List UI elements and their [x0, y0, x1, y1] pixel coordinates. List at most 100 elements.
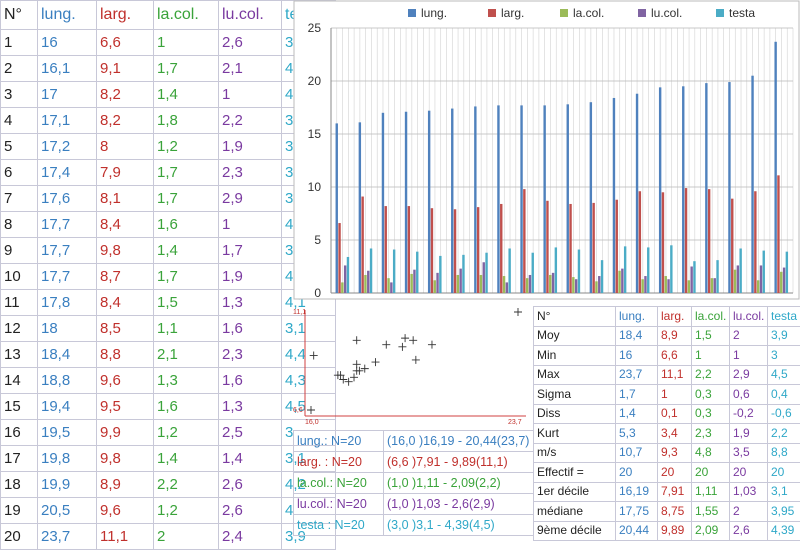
cell-larg: 8,9 — [97, 472, 154, 498]
cell-lacol: 1,4 — [154, 446, 219, 472]
stats-cell-lung: 5,3 — [616, 424, 658, 444]
stats-label: Kurt — [534, 424, 616, 444]
stats-header-num: N° — [534, 307, 616, 327]
bar-lucol — [690, 267, 692, 294]
bar-testa — [763, 251, 765, 293]
cell-lacol: 1,2 — [154, 134, 219, 160]
bar-larg — [361, 197, 363, 293]
bar-lacol — [688, 280, 690, 293]
stats-cell-lucol: 3,5 — [730, 443, 768, 463]
bar-lacol — [457, 275, 459, 293]
bar-lung — [682, 86, 684, 293]
stats-cell-lucol: 1,03 — [730, 482, 768, 502]
bar-larg — [592, 203, 594, 293]
bar-larg — [639, 191, 641, 293]
bar-lucol — [436, 273, 438, 293]
cell-lacol: 1,7 — [154, 56, 219, 82]
column-header-lung: lung. — [38, 1, 97, 30]
cell-lacol: 1,4 — [154, 238, 219, 264]
cell-lung: 23,7 — [38, 524, 97, 550]
cell-lung: 17,7 — [38, 238, 97, 264]
stats-cell-larg: 3,4 — [658, 424, 692, 444]
legend-swatch-testa — [716, 9, 724, 17]
range-label: testa : N=20 — [294, 515, 384, 536]
stats-cell-lucol: 2,9 — [730, 365, 768, 385]
bar-lacol — [595, 281, 597, 293]
bar-testa — [716, 260, 718, 293]
bar-larg — [777, 175, 779, 293]
table-row: 216,19,11,72,14,2 — [1, 56, 336, 82]
table-row: 917,79,81,41,73,8 — [1, 238, 336, 264]
cell-lucol: 2,1 — [219, 56, 282, 82]
cell-larg: 6,6 — [97, 30, 154, 56]
table-header-row: N°lung.larg.la.col.lu.col.testa — [1, 1, 336, 30]
range-value: (16,0 )16,19 - 20,44(23,7) — [384, 431, 534, 452]
cell-lung: 17,4 — [38, 160, 97, 186]
stats-cell-lacol: 4,8 — [692, 443, 730, 463]
stats-cell-lucol: 0,6 — [730, 385, 768, 405]
bar-larg — [616, 200, 618, 293]
cell-lung: 17 — [38, 82, 97, 108]
table-row: 617,47,91,72,33,6 — [1, 160, 336, 186]
bar-lucol — [390, 282, 392, 293]
stats-cell-testa: 3,9 — [768, 326, 800, 346]
range-label: lung.: N=20 — [294, 431, 384, 452]
bar-testa — [370, 248, 372, 293]
scatter-y-max-label: 11,1 — [293, 309, 306, 316]
bar-testa — [601, 260, 603, 293]
stats-cell-testa: -0,6 — [768, 404, 800, 424]
scatter-point — [409, 336, 417, 344]
stats-label: médiane — [534, 502, 616, 522]
stats-header-row: N°lung.larg.la.col.lu.col.testa — [534, 307, 800, 327]
stats-cell-larg: 1 — [658, 385, 692, 405]
cell-larg: 8,5 — [97, 316, 154, 342]
stats-cell-lacol: 1,11 — [692, 482, 730, 502]
legend-label-testa: testa — [729, 6, 755, 20]
bar-lacol — [364, 275, 366, 293]
cell-larg: 8,4 — [97, 212, 154, 238]
range-row: lu.col.: N=20(1,0 )1,03 - 2,6(2,9) — [294, 494, 534, 515]
cell-num: 19 — [1, 498, 38, 524]
stats-cell-larg: 20 — [658, 463, 692, 483]
bar-larg — [523, 189, 525, 293]
bar-lung — [451, 109, 453, 293]
range-value: (1,0 )1,03 - 2,6(2,9) — [384, 494, 534, 515]
range-value: (6,6 )7,91 - 9,89(11,1) — [384, 452, 534, 473]
cell-lung: 19,5 — [38, 420, 97, 446]
cell-lacol: 1,8 — [154, 108, 219, 134]
bar-lucol — [783, 268, 785, 293]
stats-cell-testa: 3,95 — [768, 502, 800, 522]
column-header-lacol: la.col. — [154, 1, 219, 30]
stats-cell-lung: 20 — [616, 463, 658, 483]
bar-testa — [555, 247, 557, 293]
stats-cell-lucol: 2 — [730, 502, 768, 522]
stats-cell-testa: 20 — [768, 463, 800, 483]
bar-lucol — [506, 282, 508, 293]
cell-lacol: 1,7 — [154, 160, 219, 186]
bar-lucol — [644, 276, 646, 293]
stats-cell-lacol: 2,09 — [692, 521, 730, 541]
cell-lacol: 1,3 — [154, 368, 219, 394]
bar-lacol — [711, 278, 713, 293]
cell-lacol: 1,7 — [154, 186, 219, 212]
cell-lucol: 1,6 — [219, 316, 282, 342]
table-row: 717,68,11,72,93,8 — [1, 186, 336, 212]
cell-num: 3 — [1, 82, 38, 108]
scatter-point — [345, 378, 353, 386]
scatter-point — [307, 406, 315, 414]
scatter-point — [372, 358, 380, 366]
bar-larg — [385, 206, 387, 293]
stats-cell-lung: 1,4 — [616, 404, 658, 424]
bar-larg — [708, 189, 710, 293]
stats-header-lucol: lu.col. — [730, 307, 768, 327]
